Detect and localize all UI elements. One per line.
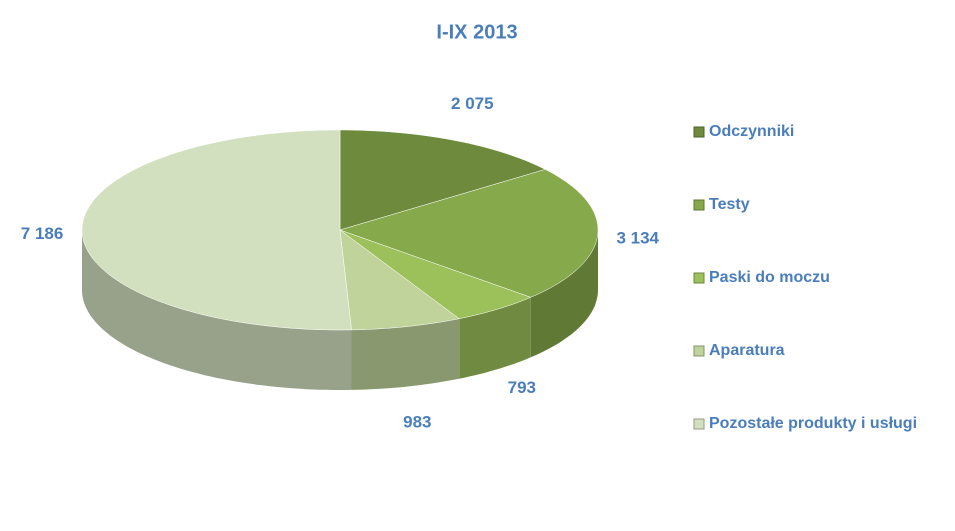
legend-swatch	[693, 272, 705, 284]
legend-label: Aparatura	[709, 342, 785, 359]
data-label: 3 134	[616, 228, 659, 247]
slice	[81, 129, 352, 331]
slice	[339, 169, 599, 298]
data-label: 793	[508, 378, 536, 397]
data-label: 2 075	[451, 94, 494, 113]
legend-swatch	[693, 199, 705, 211]
legend-swatch	[693, 345, 705, 357]
slice	[339, 229, 460, 331]
slice-side	[459, 297, 531, 379]
slice	[339, 229, 532, 319]
data-label: 7 186	[21, 224, 64, 243]
data-label: 983	[403, 413, 431, 432]
slice-side	[530, 230, 598, 358]
slice	[339, 129, 546, 231]
legend-swatch	[693, 126, 705, 138]
legend-label: Testy	[709, 196, 750, 213]
legend-label: Paski do moczu	[709, 269, 830, 286]
chart-title: I-IX 2013	[436, 21, 517, 43]
slice-side	[351, 318, 460, 390]
legend-label: Odczynniki	[709, 123, 794, 140]
legend-swatch	[693, 418, 705, 430]
slice-side	[82, 230, 352, 390]
legend-label: Pozostałe produkty i usługi	[709, 415, 917, 432]
